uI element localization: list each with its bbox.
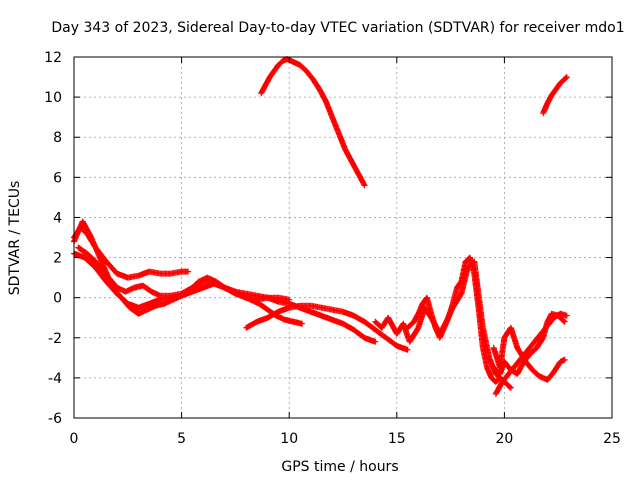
y-tick-label: -2 [48, 331, 62, 347]
y-tick-label: -6 [48, 411, 62, 427]
plot-frame [73, 56, 613, 419]
series-markers [404, 254, 504, 385]
x-tick-label: 15 [388, 431, 406, 447]
x-tick-label: 20 [495, 431, 513, 447]
series-track-k [258, 56, 368, 189]
y-tick-label: 8 [53, 130, 62, 146]
series-track-e [243, 302, 411, 353]
series-track-l [540, 74, 570, 117]
data-points [71, 56, 570, 397]
series-markers [490, 324, 568, 383]
series-markers [540, 74, 570, 117]
series-track-i [490, 324, 568, 383]
x-tick-label: 5 [177, 431, 186, 447]
y-tick-label: 6 [53, 170, 62, 186]
series-markers [492, 310, 570, 397]
y-tick-label: 0 [53, 291, 62, 307]
y-tick-label: 12 [44, 50, 62, 66]
series-markers [243, 302, 411, 353]
x-tick-label: 10 [280, 431, 298, 447]
series-track-j [492, 310, 570, 397]
x-axis-label: GPS time / hours [281, 459, 398, 475]
series-markers [258, 56, 368, 189]
y-tick-label: 2 [53, 251, 62, 267]
series-track-g [404, 254, 504, 385]
axis-ticks: 0 5 10 15 20 25 -6 -4 -2 0 2 4 6 8 10 12 [44, 50, 621, 447]
y-tick-label: -4 [48, 371, 62, 387]
y-axis-label: SDTVAR / TECUs [7, 181, 23, 296]
x-tick-label: 0 [70, 431, 79, 447]
chart-title: Day 343 of 2023, Sidereal Day-to-day VTE… [51, 20, 624, 36]
y-tick-label: 4 [53, 210, 62, 226]
x-tick-label: 25 [603, 431, 621, 447]
y-tick-label: 10 [44, 90, 62, 106]
